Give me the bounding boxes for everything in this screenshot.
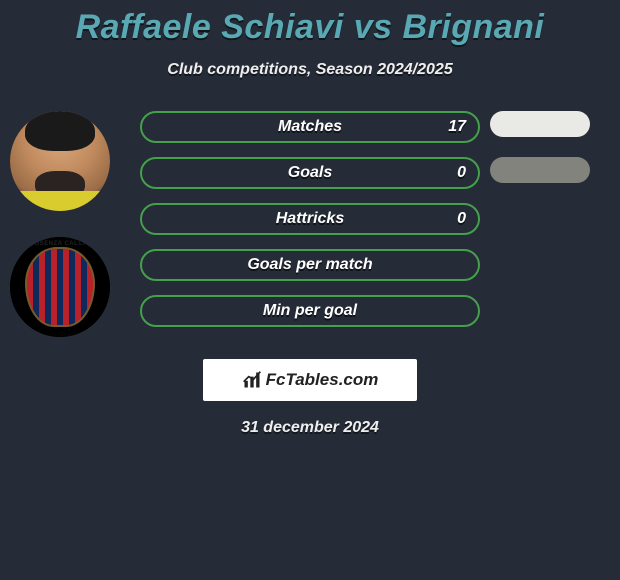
- comparison-area: COSENZA CALCIO Matches 17 Goals 0 Hattri…: [0, 111, 620, 351]
- player-avatar-bottom: COSENZA CALCIO: [10, 237, 110, 337]
- stat-value: 0: [457, 205, 466, 233]
- stat-label: Matches: [142, 113, 478, 141]
- page-subtitle: Club competitions, Season 2024/2025: [0, 61, 620, 79]
- stat-bars: Matches 17 Goals 0 Hattricks 0 Goals per…: [140, 111, 480, 341]
- page-title: Raffaele Schiavi vs Brignani: [0, 0, 620, 47]
- stat-label: Goals: [142, 159, 478, 187]
- stat-row-goals-per-match: Goals per match: [140, 249, 480, 281]
- player-photo-icon: [10, 111, 110, 211]
- stat-value: 0: [457, 159, 466, 187]
- footer-date: 31 december 2024: [0, 419, 620, 437]
- stat-bar: Hattricks 0: [140, 203, 480, 235]
- stat-bar: Goals per match: [140, 249, 480, 281]
- comparison-pill: [490, 157, 590, 183]
- comparison-pills: [490, 111, 590, 203]
- stat-row-matches: Matches 17: [140, 111, 480, 143]
- stat-bar: Goals 0: [140, 157, 480, 189]
- comparison-pill: [490, 111, 590, 137]
- stat-row-hattricks: Hattricks 0: [140, 203, 480, 235]
- stat-label: Min per goal: [142, 297, 478, 325]
- stat-label: Goals per match: [142, 251, 478, 279]
- stat-value: 17: [448, 113, 466, 141]
- bar-chart-icon: [242, 370, 262, 390]
- brand-text: FcTables.com: [266, 370, 379, 390]
- player-avatar-top: [10, 111, 110, 211]
- brand-badge: FcTables.com: [203, 359, 417, 401]
- stat-bar: Matches 17: [140, 111, 480, 143]
- stat-label: Hattricks: [142, 205, 478, 233]
- stat-row-min-per-goal: Min per goal: [140, 295, 480, 327]
- club-crest-icon: COSENZA CALCIO: [10, 237, 110, 337]
- stat-row-goals: Goals 0: [140, 157, 480, 189]
- stat-bar: Min per goal: [140, 295, 480, 327]
